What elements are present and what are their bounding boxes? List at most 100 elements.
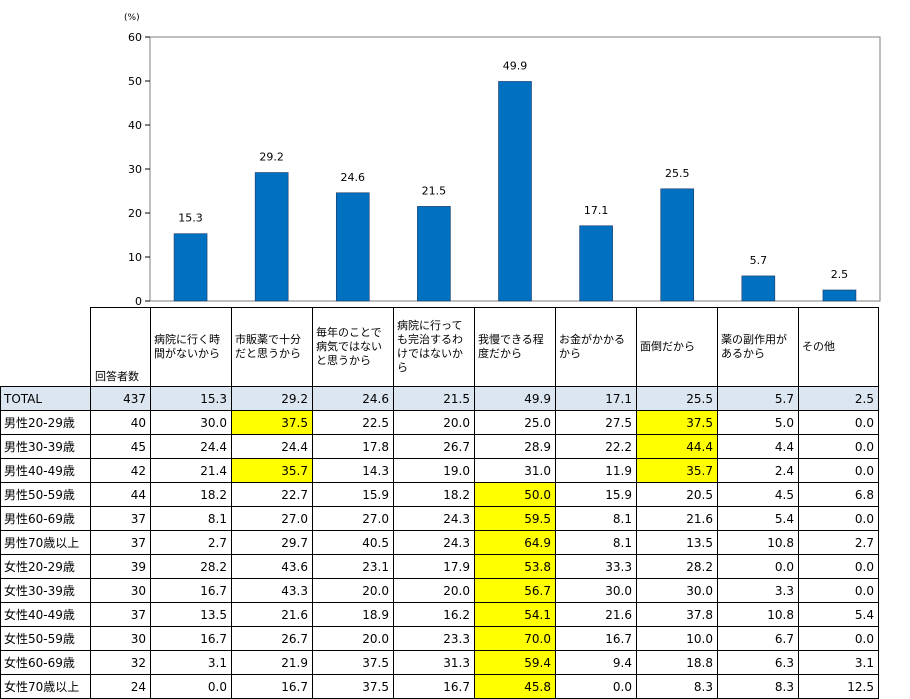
value-cell: 16.7 [150, 578, 232, 603]
value-cell: 21.9 [231, 650, 313, 675]
bar [173, 233, 208, 302]
value-cell: 6.3 [717, 650, 799, 675]
value-cell: 0.0 [798, 410, 879, 435]
row-label: 男性70歳以上 [0, 530, 91, 555]
respondent-count-cell: 37 [90, 530, 151, 555]
table-header-row: 回答者数 病院に行く時間がないから 市販薬で十分だと思うから 毎年のことで病気ではな… [0, 307, 879, 387]
value-cell: 24.4 [231, 434, 313, 459]
value-cell: 16.2 [393, 602, 475, 627]
y-axis: 0 10 20 30 40 50 60 [128, 31, 150, 308]
value-cell: 54.1 [474, 602, 556, 627]
value-cell: 21.5 [393, 386, 475, 411]
value-cell: 19.0 [393, 458, 475, 483]
row-label: 男性40-49歳 [0, 458, 91, 483]
category-header: 病院に行っても完治するわけではないから [393, 307, 475, 387]
value-cell: 18.9 [312, 602, 394, 627]
value-cell: 43.3 [231, 578, 313, 603]
value-cell: 17.8 [312, 434, 394, 459]
value-cell: 50.0 [474, 482, 556, 507]
value-cell: 4.4 [717, 434, 799, 459]
value-cell: 0.0 [798, 554, 879, 579]
row-label: 女性50-59歳 [0, 626, 91, 651]
value-cell: 25.5 [636, 386, 718, 411]
value-cell: 18.2 [393, 482, 475, 507]
value-cell: 0.0 [555, 674, 637, 699]
value-cell: 30.0 [636, 578, 718, 603]
value-cell: 27.5 [555, 410, 637, 435]
respondent-count-cell: 42 [90, 458, 151, 483]
value-cell: 45.8 [474, 674, 556, 699]
value-cell: 20.0 [312, 626, 394, 651]
data-table: 回答者数 病院に行く時間がないから 市販薬で十分だと思うから 毎年のことで病気ではな… [0, 307, 879, 699]
value-cell: 30.0 [150, 410, 232, 435]
value-cell: 53.8 [474, 554, 556, 579]
y-tick-label: 50 [128, 75, 142, 88]
value-cell: 13.5 [636, 530, 718, 555]
bar-value-label: 15.3 [178, 212, 203, 225]
value-cell: 16.7 [393, 674, 475, 699]
bar-value-label: 24.6 [341, 171, 366, 184]
value-cell: 21.6 [636, 506, 718, 531]
value-cell: 2.4 [717, 458, 799, 483]
value-cell: 5.4 [798, 602, 879, 627]
value-cell: 27.0 [312, 506, 394, 531]
data-labels: 15.3 29.2 24.6 21.5 49.9 17.1 25.5 5.7 2.5 [178, 59, 848, 281]
value-cell: 0.0 [798, 458, 879, 483]
respondent-count-cell: 24 [90, 674, 151, 699]
category-header: 面倒だから [636, 307, 718, 387]
value-cell: 0.0 [798, 626, 879, 651]
table-row: 女性40-49歳 37 13.5 21.6 18.9 16.2 54.1 21.6 37.8 10… [0, 602, 879, 627]
value-cell: 15.9 [555, 482, 637, 507]
value-cell: 15.9 [312, 482, 394, 507]
value-cell: 20.0 [393, 578, 475, 603]
value-cell: 5.4 [717, 506, 799, 531]
value-cell: 23.3 [393, 626, 475, 651]
value-cell: 35.7 [636, 458, 718, 483]
row-label: 男性30-39歳 [0, 434, 91, 459]
value-cell: 44.4 [636, 434, 718, 459]
value-cell: 14.3 [312, 458, 394, 483]
value-cell: 16.7 [231, 674, 313, 699]
value-cell: 20.5 [636, 482, 718, 507]
value-cell: 21.4 [150, 458, 232, 483]
total-row: TOTAL 437 15.3 29.2 24.6 21.5 49.9 17.1 25.5 5.7 2… [0, 386, 879, 411]
value-cell: 20.0 [312, 578, 394, 603]
category-header: 市販薬で十分だと思うから [231, 307, 313, 387]
table-row: 男性50-59歳 44 18.2 22.7 15.9 18.2 50.0 15.9 20.5 4.… [0, 482, 879, 507]
bar-value-label: 49.9 [503, 59, 528, 72]
table-row: 女性60-69歳 32 3.1 21.9 37.5 31.3 59.4 9.4 18.8 6.3 3… [0, 650, 879, 675]
value-cell: 28.9 [474, 434, 556, 459]
bar [579, 225, 613, 302]
value-cell: 70.0 [474, 626, 556, 651]
value-cell: 22.5 [312, 410, 394, 435]
y-tick-label: 30 [128, 163, 142, 176]
bar [660, 188, 695, 302]
value-cell: 8.1 [555, 530, 637, 555]
value-cell: 0.0 [150, 674, 232, 699]
value-cell: 24.3 [393, 530, 475, 555]
value-cell: 8.1 [150, 506, 232, 531]
row-label: 女性60-69歳 [0, 650, 91, 675]
value-cell: 24.3 [393, 506, 475, 531]
value-cell: 56.7 [474, 578, 556, 603]
bar-value-label: 21.5 [422, 184, 447, 197]
category-header: 毎年のことで病気ではないと思うから [312, 307, 394, 387]
row-label: TOTAL [0, 386, 91, 411]
respondent-count-cell: 37 [90, 506, 151, 531]
bar [498, 81, 532, 302]
value-cell: 40.5 [312, 530, 394, 555]
table-row: 男性40-49歳 42 21.4 35.7 14.3 19.0 31.0 11.9 35.7 2.… [0, 458, 879, 483]
y-axis-unit-label: (%) [124, 13, 140, 23]
category-header: 病院に行く時間がないから [150, 307, 232, 387]
y-tick-label: 60 [128, 31, 142, 44]
bars [173, 81, 857, 302]
respondent-count-cell: 39 [90, 554, 151, 579]
value-cell: 18.8 [636, 650, 718, 675]
value-cell: 5.0 [717, 410, 799, 435]
category-header: その他 [798, 307, 879, 387]
respondent-count-cell: 37 [90, 602, 151, 627]
value-cell: 2.7 [798, 530, 879, 555]
value-cell: 37.5 [636, 410, 718, 435]
table-row: 女性70歳以上 24 0.0 16.7 37.5 16.7 45.8 0.0 8.3 8.3 12.… [0, 674, 879, 699]
respondent-count-cell: 32 [90, 650, 151, 675]
